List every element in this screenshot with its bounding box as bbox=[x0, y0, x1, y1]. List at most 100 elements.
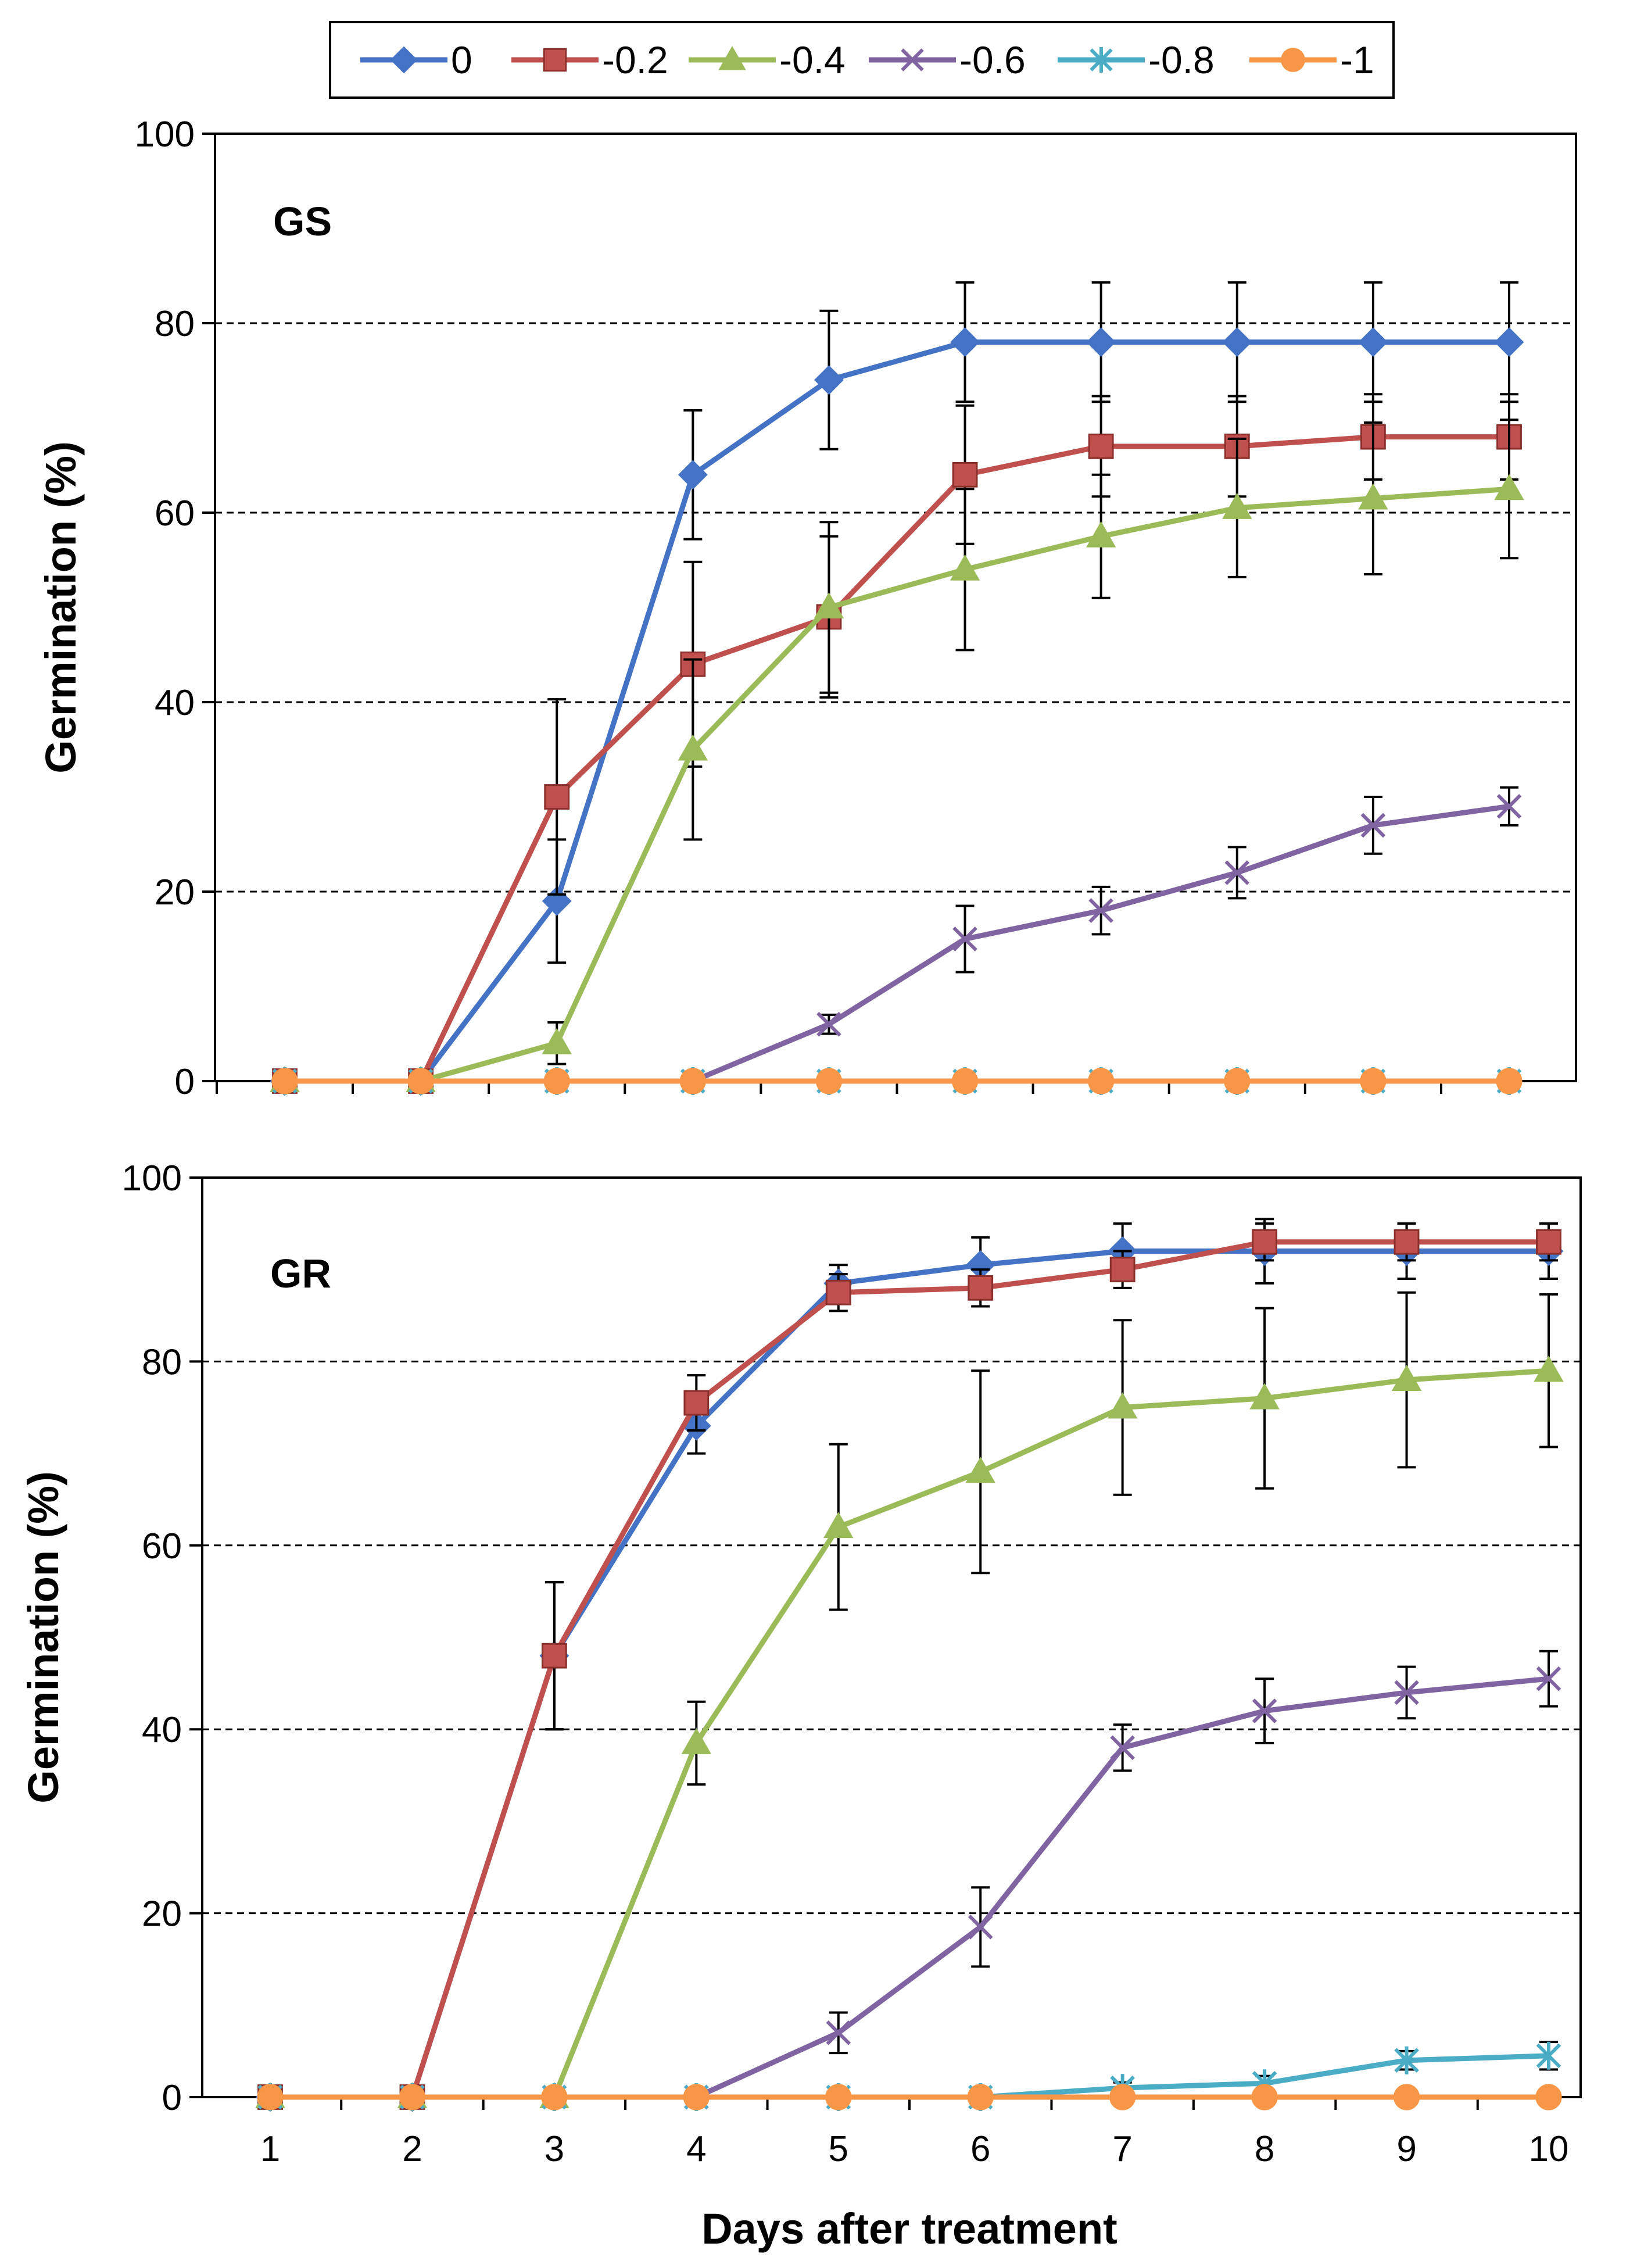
data-point bbox=[543, 1068, 570, 1094]
data-point bbox=[1394, 1680, 1419, 1705]
data-point bbox=[1536, 1229, 1561, 1255]
panel-gr: 0 20 40 60 80 100 1 2 3 4 5 6 7 8 9 10 GR Germination … bbox=[19, 1158, 1582, 2169]
panel-title-gr: GR bbox=[270, 1251, 331, 1296]
y-axis-label-gr: Germination (%) bbox=[19, 1471, 67, 1803]
y-tick-label: 0 bbox=[175, 1062, 195, 1102]
y-tick-label: 80 bbox=[155, 304, 195, 344]
data-point bbox=[814, 592, 844, 618]
data-point bbox=[542, 1028, 572, 1054]
data-point bbox=[399, 2084, 426, 2110]
panel-title-gs: GS bbox=[273, 199, 332, 244]
data-point bbox=[1496, 793, 1522, 819]
x-tick-label: 1 bbox=[260, 2129, 280, 2169]
x-axis-label: Days after treatment bbox=[701, 2205, 1117, 2253]
plot-frame-gs bbox=[214, 133, 1577, 1082]
data-point bbox=[541, 1643, 567, 1669]
data-point bbox=[823, 1512, 854, 1539]
x-tick-label: 9 bbox=[1396, 2129, 1416, 2169]
legend-item-neg08: -0.8 bbox=[1058, 38, 1215, 81]
y-tick-label: 0 bbox=[162, 2078, 182, 2118]
legend-marker-square bbox=[543, 48, 567, 72]
x-tick-label: 7 bbox=[1112, 2129, 1132, 2169]
data-point bbox=[1534, 1355, 1564, 1382]
legend-item-neg04: -0.4 bbox=[689, 38, 846, 81]
data-point bbox=[825, 2084, 852, 2110]
data-point bbox=[683, 1390, 710, 1416]
data-point bbox=[1222, 492, 1252, 519]
data-point bbox=[1088, 898, 1113, 923]
y-tick-label: 40 bbox=[155, 683, 195, 723]
data-point bbox=[951, 1068, 979, 1094]
legend-item-neg1: -1 bbox=[1249, 38, 1374, 81]
data-point bbox=[1360, 1068, 1387, 1094]
data-point bbox=[1252, 1229, 1278, 1255]
series-neg02-gr bbox=[257, 1222, 1561, 2110]
data-point bbox=[965, 1457, 995, 1483]
legend-item-0: 0 bbox=[360, 38, 472, 81]
data-point bbox=[257, 2084, 284, 2110]
data-point bbox=[1360, 813, 1386, 838]
data-point bbox=[1110, 1735, 1135, 1761]
data-point bbox=[814, 365, 844, 395]
data-point bbox=[1535, 2084, 1562, 2110]
x-tick-label: 8 bbox=[1255, 2129, 1274, 2169]
data-point bbox=[952, 462, 978, 488]
x-tick-label: 10 bbox=[1529, 2129, 1569, 2169]
data-point bbox=[950, 327, 980, 357]
legend-label: -0.6 bbox=[959, 38, 1026, 81]
legend-item-neg02: -0.2 bbox=[511, 38, 668, 81]
series-line bbox=[285, 339, 1509, 1084]
data-point bbox=[1391, 1365, 1422, 1391]
series-neg04-gs bbox=[270, 418, 1524, 1092]
y-tick-label: 20 bbox=[155, 872, 195, 913]
data-point bbox=[1251, 2084, 1278, 2110]
legend-label: -0.2 bbox=[602, 38, 668, 81]
x-tick-label: 4 bbox=[686, 2129, 706, 2169]
legend-label: -1 bbox=[1340, 38, 1374, 81]
data-point bbox=[1088, 434, 1114, 459]
legend-marker-star bbox=[1090, 47, 1113, 73]
y-axis-label-gs: Germination (%) bbox=[37, 441, 85, 773]
data-point bbox=[1088, 1068, 1115, 1094]
data-point bbox=[678, 460, 708, 490]
y-tick-label: 20 bbox=[142, 1894, 182, 1934]
data-point bbox=[544, 784, 570, 810]
data-point bbox=[1224, 1068, 1251, 1094]
data-point bbox=[1496, 1068, 1523, 1094]
data-point bbox=[968, 1915, 993, 1940]
y-tick-label: 60 bbox=[155, 493, 195, 534]
legend: 0 -0.2 -0.4 -0.6 -0.8 -1 bbox=[329, 21, 1395, 99]
data-point bbox=[816, 1011, 841, 1037]
data-point bbox=[681, 1727, 712, 1754]
y-tick-label: 40 bbox=[142, 1710, 182, 1750]
series-neg1-gr bbox=[257, 2084, 1562, 2110]
y-tick-label: 60 bbox=[142, 1526, 182, 1566]
data-point bbox=[1358, 327, 1388, 357]
data-point bbox=[678, 734, 708, 761]
data-point bbox=[1086, 327, 1116, 357]
legend-item-neg06: -0.6 bbox=[869, 38, 1026, 81]
legend-frame bbox=[329, 21, 1395, 99]
x-tick-label: 2 bbox=[402, 2129, 422, 2169]
data-point bbox=[407, 1068, 434, 1094]
y-tick-label: 100 bbox=[135, 115, 195, 155]
series-neg1-gs bbox=[271, 1068, 1523, 1094]
data-point bbox=[1109, 1257, 1135, 1283]
data-point bbox=[825, 1279, 851, 1305]
data-point bbox=[1224, 860, 1250, 885]
data-point bbox=[1358, 483, 1388, 510]
series-line bbox=[285, 434, 1509, 1084]
data-point bbox=[541, 2084, 568, 2110]
legend-marker-x bbox=[901, 48, 924, 71]
data-point bbox=[1393, 2084, 1420, 2110]
data-point bbox=[1109, 2084, 1136, 2110]
legend-label: 0 bbox=[451, 38, 472, 81]
data-point bbox=[271, 1068, 298, 1094]
data-point bbox=[967, 2084, 994, 2110]
x-tick-label: 5 bbox=[829, 2129, 848, 2169]
x-tick-label: 3 bbox=[545, 2129, 564, 2169]
data-point bbox=[1394, 2046, 1419, 2074]
data-point bbox=[1494, 474, 1524, 500]
legend-marker-diamond bbox=[390, 46, 418, 74]
